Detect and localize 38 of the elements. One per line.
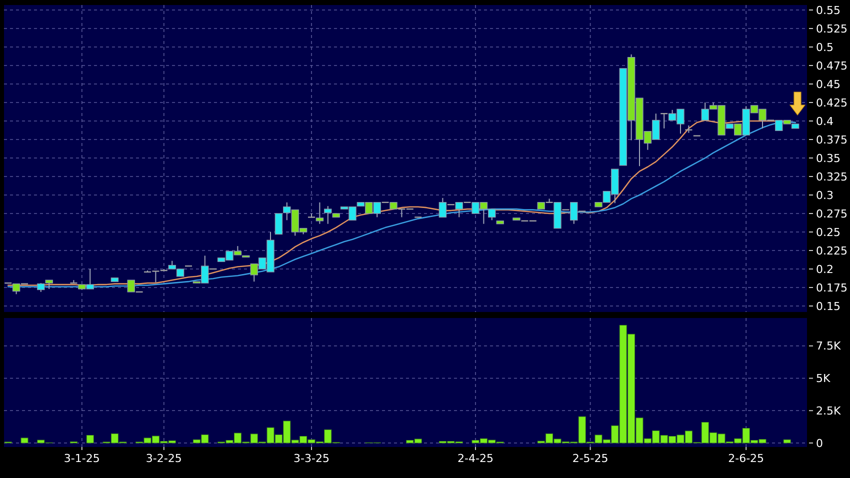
y-tick-label: 0.325 <box>816 170 848 184</box>
y-tick-label: 0.175 <box>816 281 848 294</box>
y-tick-label: 0.375 <box>816 133 848 146</box>
candlestick <box>324 206 332 224</box>
y-tick-label: 0.15 <box>816 300 840 313</box>
bar <box>86 434 94 444</box>
y-tick-label: 0.45 <box>816 78 840 91</box>
candlestick <box>274 213 283 235</box>
y-tick-label: 0.3 <box>816 188 834 202</box>
x-tick-label: 3-3-25 <box>294 452 330 465</box>
candlestick <box>455 202 463 218</box>
y-tick-label: 0.2 <box>816 262 834 276</box>
y-tick-label: 5K <box>816 372 831 386</box>
x-tick-label: 2-4-25 <box>458 452 494 465</box>
y-tick-label: 7.5K <box>816 340 842 353</box>
y-tick-label: 0.4 <box>816 114 834 128</box>
y-tick-label: 0.5 <box>816 40 834 54</box>
candlestick <box>316 202 324 224</box>
bar <box>783 439 791 444</box>
y-tick-label: 0.55 <box>816 4 840 17</box>
y-tick-label: 0.275 <box>816 207 848 220</box>
candlestick <box>12 283 20 295</box>
x-tick-label: 3-1-25 <box>64 452 100 465</box>
y-tick-label: 0.525 <box>816 22 848 36</box>
x-tick-label: 2-5-25 <box>572 452 608 465</box>
bar <box>20 438 28 444</box>
y-tick-label: 0.225 <box>816 244 848 258</box>
y-tick-label: 0 <box>816 436 823 450</box>
y-tick-label: 0.425 <box>816 96 848 110</box>
x-tick-label: 3-2-25 <box>146 452 182 465</box>
y-tick-label: 2.5K <box>816 404 842 418</box>
y-tick-label: 0.475 <box>816 59 848 72</box>
candlestick <box>438 197 447 218</box>
y-tick-label: 0.35 <box>816 152 840 165</box>
candlestick <box>127 280 135 292</box>
candlestick <box>570 202 578 224</box>
x-tick-label: 2-6-25 <box>728 452 764 465</box>
y-tick-label: 0.25 <box>816 226 840 239</box>
